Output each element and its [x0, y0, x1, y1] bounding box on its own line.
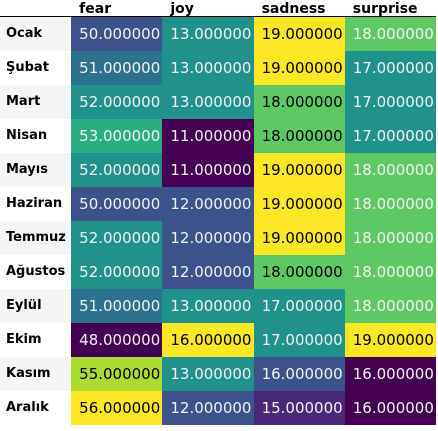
heatmap-cell-fear: 48.000000 [71, 322, 163, 357]
heatmap-cell-sadness: 17.000000 [253, 288, 345, 323]
table-row: Mayıs 52.000000 11.000000 19.000000 18.00000… [0, 152, 436, 187]
heatmap-cell-fear: 52.000000 [71, 84, 163, 119]
heatmap-body: Ocak 50.000000 13.000000 19.000000 18.000000… [0, 16, 436, 425]
heatmap-cell-fear: 53.000000 [71, 118, 163, 153]
heatmap-cell-joy: 16.000000 [162, 322, 254, 357]
heatmap-cell-joy: 13.000000 [162, 288, 254, 323]
table-row: Aralık 56.000000 12.000000 15.000000 16.0000… [0, 390, 436, 425]
heatmap-cell-joy: 12.000000 [162, 390, 254, 425]
heatmap-cell-sadness: 18.000000 [253, 84, 345, 119]
row-label: Mayıs [0, 152, 72, 187]
column-header-sadness: sadness [253, 0, 345, 17]
row-label: Eylül [0, 288, 72, 323]
corner-cell [0, 0, 72, 17]
heatmap-cell-fear: 55.000000 [71, 356, 163, 391]
heatmap-cell-joy: 11.000000 [162, 152, 254, 187]
heatmap-cell-fear: 51.000000 [71, 288, 163, 323]
heatmap-cell-joy: 11.000000 [162, 118, 254, 153]
column-header-row: fear joy sadness surprise [0, 0, 436, 17]
heatmap-cell-sadness: 19.000000 [253, 220, 345, 255]
row-label: Şubat [0, 50, 72, 85]
column-header-fear: fear [71, 0, 163, 17]
heatmap-cell-sadness: 19.000000 [253, 16, 345, 51]
table-row: Kasım 55.000000 13.000000 16.000000 16.00000… [0, 356, 436, 391]
heatmap-cell-fear: 52.000000 [71, 254, 163, 289]
heatmap-cell-joy: 12.000000 [162, 220, 254, 255]
row-label: Haziran [0, 186, 72, 221]
row-label: Aralık [0, 390, 72, 425]
row-label: Mart [0, 84, 72, 119]
heatmap-cell-joy: 13.000000 [162, 16, 254, 51]
row-label: Temmuz [0, 220, 72, 255]
table-row: Eylül 51.000000 13.000000 17.000000 18.00000… [0, 288, 436, 323]
table-row: Ağustos 52.000000 12.000000 18.000000 18.000… [0, 254, 436, 289]
heatmap-cell-surprise: 17.000000 [344, 50, 436, 85]
row-label: Ocak [0, 16, 72, 51]
row-label: Nisan [0, 118, 72, 153]
heatmap-cell-fear: 56.000000 [71, 390, 163, 425]
column-header-joy: joy [162, 0, 254, 17]
heatmap-cell-joy: 13.000000 [162, 50, 254, 85]
heatmap-cell-joy: 12.000000 [162, 186, 254, 221]
heatmap-cell-surprise: 18.000000 [344, 288, 436, 323]
table-row: Ekim 48.000000 16.000000 17.000000 19.000000 [0, 322, 436, 357]
table-row: Haziran 50.000000 12.000000 19.000000 18.000… [0, 186, 436, 221]
heatmap-cell-surprise: 17.000000 [344, 118, 436, 153]
heatmap-cell-surprise: 16.000000 [344, 356, 436, 391]
heatmap-cell-sadness: 15.000000 [253, 390, 345, 425]
heatmap-cell-sadness: 17.000000 [253, 322, 345, 357]
heatmap-cell-sadness: 16.000000 [253, 356, 345, 391]
heatmap-cell-surprise: 19.000000 [344, 322, 436, 357]
heatmap-cell-surprise: 18.000000 [344, 152, 436, 187]
heatmap-cell-sadness: 19.000000 [253, 50, 345, 85]
heatmap-cell-sadness: 18.000000 [253, 118, 345, 153]
heatmap-cell-fear: 51.000000 [71, 50, 163, 85]
heatmap-cell-fear: 50.000000 [71, 16, 163, 51]
table-row: Mart 52.000000 13.000000 18.000000 17.000000 [0, 84, 436, 119]
heatmap-cell-fear: 52.000000 [71, 152, 163, 187]
table-row: Şubat 51.000000 13.000000 19.000000 17.00000… [0, 50, 436, 85]
column-header-surprise: surprise [344, 0, 436, 17]
heatmap-cell-surprise: 18.000000 [344, 220, 436, 255]
heatmap-cell-surprise: 16.000000 [344, 390, 436, 425]
heatmap-cell-surprise: 18.000000 [344, 254, 436, 289]
table-row: Nisan 53.000000 11.000000 18.000000 17.00000… [0, 118, 436, 153]
heatmap-cell-sadness: 19.000000 [253, 186, 345, 221]
heatmap-cell-sadness: 18.000000 [253, 254, 345, 289]
row-label: Ekim [0, 322, 72, 357]
table-row: Temmuz 52.000000 12.000000 19.000000 18.0000… [0, 220, 436, 255]
heatmap-cell-joy: 13.000000 [162, 84, 254, 119]
heatmap-cell-fear: 50.000000 [71, 186, 163, 221]
heatmap-cell-joy: 13.000000 [162, 356, 254, 391]
heatmap-cell-joy: 12.000000 [162, 254, 254, 289]
table-row: Ocak 50.000000 13.000000 19.000000 18.000000 [0, 16, 436, 51]
heatmap-cell-surprise: 18.000000 [344, 16, 436, 51]
heatmap-cell-surprise: 18.000000 [344, 186, 436, 221]
heatmap-cell-sadness: 19.000000 [253, 152, 345, 187]
heatmap-cell-fear: 52.000000 [71, 220, 163, 255]
heatmap-cell-surprise: 17.000000 [344, 84, 436, 119]
row-label: Ağustos [0, 254, 72, 289]
row-label: Kasım [0, 356, 72, 391]
